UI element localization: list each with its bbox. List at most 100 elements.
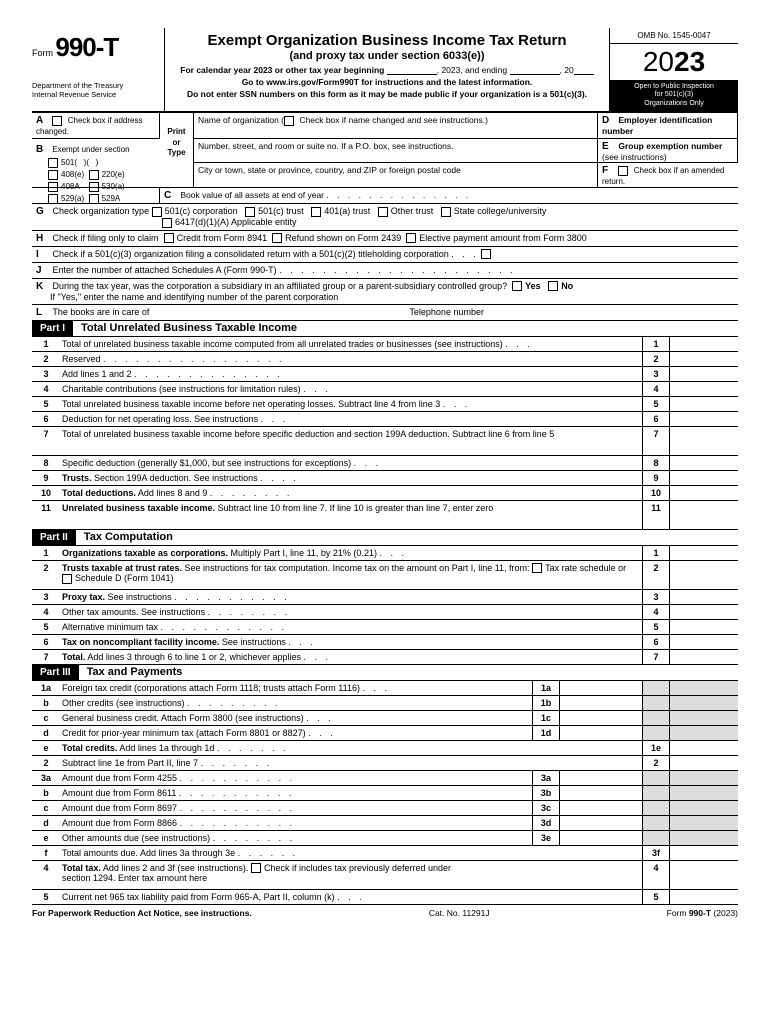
line-amt[interactable] bbox=[669, 605, 738, 619]
cb-408a[interactable] bbox=[48, 182, 58, 192]
mid-amt[interactable] bbox=[559, 771, 642, 785]
line-text: Total of unrelated business taxable inco… bbox=[60, 427, 642, 455]
line-no: 3 bbox=[32, 367, 60, 381]
mid-amt[interactable] bbox=[559, 711, 642, 725]
cb-529a[interactable] bbox=[48, 194, 58, 204]
line-text: Total unrelated business taxable income … bbox=[60, 397, 642, 411]
ftr-c: Cat. No. 11291J bbox=[429, 908, 490, 918]
line-text: Alternative minimum tax . . . . . . . . … bbox=[60, 620, 642, 634]
line-amt[interactable] bbox=[669, 561, 738, 589]
line-amt[interactable] bbox=[669, 486, 738, 500]
mid-amt[interactable] bbox=[559, 831, 642, 845]
line-amt[interactable] bbox=[669, 846, 738, 860]
line-no: c bbox=[32, 711, 60, 725]
cb-g5[interactable] bbox=[441, 207, 451, 217]
line-no: 7 bbox=[32, 650, 60, 664]
line-box: 1e bbox=[642, 741, 669, 755]
mid-amt[interactable] bbox=[559, 681, 642, 695]
mid-amt[interactable] bbox=[559, 726, 642, 740]
line-no: 11 bbox=[32, 501, 60, 529]
mid-box: 1b bbox=[532, 696, 559, 710]
line-box: 4 bbox=[642, 861, 669, 889]
line-amt[interactable] bbox=[669, 352, 738, 366]
line-text: Trusts taxable at trust rates. See instr… bbox=[60, 561, 642, 589]
lbl-a: A bbox=[36, 115, 50, 126]
line-box: 1 bbox=[642, 337, 669, 351]
mid-amt[interactable] bbox=[559, 816, 642, 830]
line-no: 8 bbox=[32, 456, 60, 470]
line-no: 1 bbox=[32, 546, 60, 560]
line-text: Other amounts due (see instructions) . .… bbox=[60, 831, 532, 845]
cb-501[interactable] bbox=[48, 158, 58, 168]
addr1[interactable]: Number, street, and room or suite no. If… bbox=[194, 139, 598, 163]
cb-g4[interactable] bbox=[378, 207, 388, 217]
line-text: Amount due from Form 8611 . . . . . . . … bbox=[60, 786, 532, 800]
cb-k-yes[interactable] bbox=[512, 281, 522, 291]
line-box: 7 bbox=[642, 427, 669, 455]
line-text: Amount due from Form 8866 . . . . . . . … bbox=[60, 816, 532, 830]
line-amt[interactable] bbox=[669, 456, 738, 470]
line-text: Total tax. Add lines 2 and 3f (see instr… bbox=[60, 861, 642, 889]
mid-amt[interactable] bbox=[559, 786, 642, 800]
line-no: 6 bbox=[32, 412, 60, 426]
cb-530a[interactable] bbox=[89, 182, 99, 192]
line-amt[interactable] bbox=[669, 471, 738, 485]
lbl-e: E bbox=[602, 141, 616, 152]
line-amt[interactable] bbox=[669, 620, 738, 634]
form-number: 990-T bbox=[55, 32, 118, 62]
line-text: Credit for prior-year minimum tax (attac… bbox=[60, 726, 532, 740]
cb-i[interactable] bbox=[481, 249, 491, 259]
line-box: 1 bbox=[642, 546, 669, 560]
ssn-warn: Do not enter SSN numbers on this form as… bbox=[187, 89, 587, 99]
line-text: Amount due from Form 4255 . . . . . . . … bbox=[60, 771, 532, 785]
line-no: 2 bbox=[32, 352, 60, 366]
cb-408e[interactable] bbox=[48, 170, 58, 180]
checkbox-a[interactable] bbox=[52, 116, 62, 126]
cb-h3[interactable] bbox=[406, 233, 416, 243]
line-amt[interactable] bbox=[669, 861, 738, 889]
cb-h2[interactable] bbox=[272, 233, 282, 243]
checkbox-name-changed[interactable] bbox=[284, 116, 294, 126]
cb-g6[interactable] bbox=[162, 218, 172, 228]
line-amt[interactable] bbox=[669, 337, 738, 351]
line-amt[interactable] bbox=[669, 741, 738, 755]
line-text: Total credits. Add lines 1a through 1d .… bbox=[60, 741, 642, 755]
line-no: 6 bbox=[32, 635, 60, 649]
line-box: 2 bbox=[642, 352, 669, 366]
checkbox-f[interactable] bbox=[618, 166, 628, 176]
line-text: General business credit. Attach Form 380… bbox=[60, 711, 532, 725]
mid-amt[interactable] bbox=[559, 801, 642, 815]
line-amt[interactable] bbox=[669, 890, 738, 904]
line-amt[interactable] bbox=[669, 382, 738, 396]
cb-529a2[interactable] bbox=[89, 194, 99, 204]
line-amt[interactable] bbox=[669, 756, 738, 770]
line-box: 4 bbox=[642, 605, 669, 619]
line-no: 2 bbox=[32, 561, 60, 589]
line-text: Reserved . . . . . . . . . . . . . . . .… bbox=[60, 352, 642, 366]
line-no: e bbox=[32, 741, 60, 755]
line-amt[interactable] bbox=[669, 635, 738, 649]
cb-k-no[interactable] bbox=[548, 281, 558, 291]
line-amt[interactable] bbox=[669, 397, 738, 411]
line-amt[interactable] bbox=[669, 590, 738, 604]
line-amt[interactable] bbox=[669, 546, 738, 560]
cb-g2[interactable] bbox=[245, 207, 255, 217]
line-amt[interactable] bbox=[669, 427, 738, 455]
cb-220e[interactable] bbox=[89, 170, 99, 180]
line-box: 3 bbox=[642, 590, 669, 604]
line-amt[interactable] bbox=[669, 412, 738, 426]
lbl-b: B bbox=[36, 142, 50, 157]
cb-g1[interactable] bbox=[152, 207, 162, 217]
mid-box: 1a bbox=[532, 681, 559, 695]
cb-g3[interactable] bbox=[311, 207, 321, 217]
line-no: 7 bbox=[32, 427, 60, 455]
line-text: Other credits (see instructions) . . . .… bbox=[60, 696, 532, 710]
addr2[interactable]: City or town, state or province, country… bbox=[194, 163, 598, 187]
line-amt[interactable] bbox=[669, 650, 738, 664]
mid-amt[interactable] bbox=[559, 696, 642, 710]
cb-h1[interactable] bbox=[164, 233, 174, 243]
line-amt[interactable] bbox=[669, 501, 738, 529]
line-no: 2 bbox=[32, 756, 60, 770]
lbl-j: J bbox=[36, 265, 50, 276]
line-amt[interactable] bbox=[669, 367, 738, 381]
